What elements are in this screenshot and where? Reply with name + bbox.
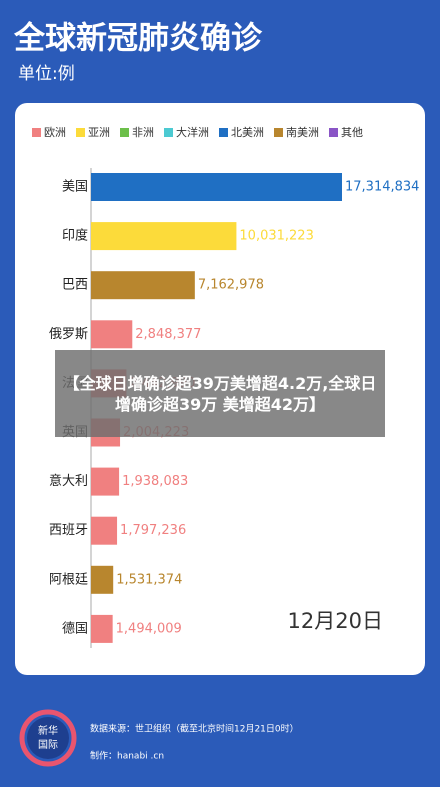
bar: [91, 614, 113, 643]
value-label: 7,162,978: [198, 278, 264, 293]
legend-swatch: [76, 128, 85, 137]
source: 数据来源：世卫组织（截至北京时间12月21日0时）: [90, 723, 299, 735]
bar: [91, 320, 133, 349]
legend-swatch: [219, 128, 228, 137]
date: 12月20日: [288, 609, 383, 633]
value-label: 2,848,377: [135, 327, 201, 342]
y-tick-label: 巴西: [62, 278, 88, 293]
bar: [91, 467, 120, 496]
legend-label: 欧洲: [44, 126, 66, 139]
legend-swatch: [32, 128, 41, 137]
y-tick-label: 阿根廷: [49, 572, 88, 587]
bar: [91, 222, 237, 251]
legend-swatch: [329, 128, 338, 137]
y-tick-label: 西班牙: [49, 523, 88, 538]
legend-label: 其他: [341, 126, 363, 139]
legend-swatch: [274, 128, 283, 137]
legend-swatch: [120, 128, 129, 137]
logo-text: 国际: [38, 739, 58, 751]
y-tick-label: 美国: [62, 180, 88, 195]
logo-ring: [19, 709, 77, 767]
y-tick-label: 印度: [62, 228, 88, 244]
legend-label: 北美洲: [231, 126, 264, 139]
value-label: 1,797,236: [120, 523, 186, 538]
y-tick-label: 德国: [62, 621, 88, 636]
legend-label: 亚洲: [88, 126, 110, 139]
value-label: 10,031,223: [239, 229, 313, 244]
value-label: 1,494,009: [116, 621, 182, 636]
value-label: 1,531,374: [116, 572, 182, 587]
credit: 制作：hanabi .cn: [90, 750, 164, 762]
y-tick-label: 俄罗斯: [49, 327, 88, 342]
y-tick-label: 意大利: [49, 473, 88, 489]
chart-title: 全球新冠肺炎确诊: [13, 21, 263, 57]
value-label: 1,938,083: [122, 474, 188, 489]
legend-swatch: [164, 128, 173, 137]
bar: [91, 565, 114, 594]
bar: [91, 516, 118, 545]
legend-label: 大洋洲: [176, 125, 209, 139]
bar: [91, 271, 195, 300]
bar: [91, 173, 342, 201]
legend-label: 非洲: [132, 126, 154, 139]
logo: [27, 717, 69, 759]
subtitle: 单位:例: [18, 64, 75, 84]
legend-label: 南美洲: [286, 126, 319, 139]
logo-text: 新华: [38, 724, 58, 737]
overlay-caption: 【全球日增确诊超39万美增超4.2万,全球日增确诊超39万 美增超42万】: [55, 350, 385, 437]
value-label: 17,314,834: [345, 180, 419, 195]
